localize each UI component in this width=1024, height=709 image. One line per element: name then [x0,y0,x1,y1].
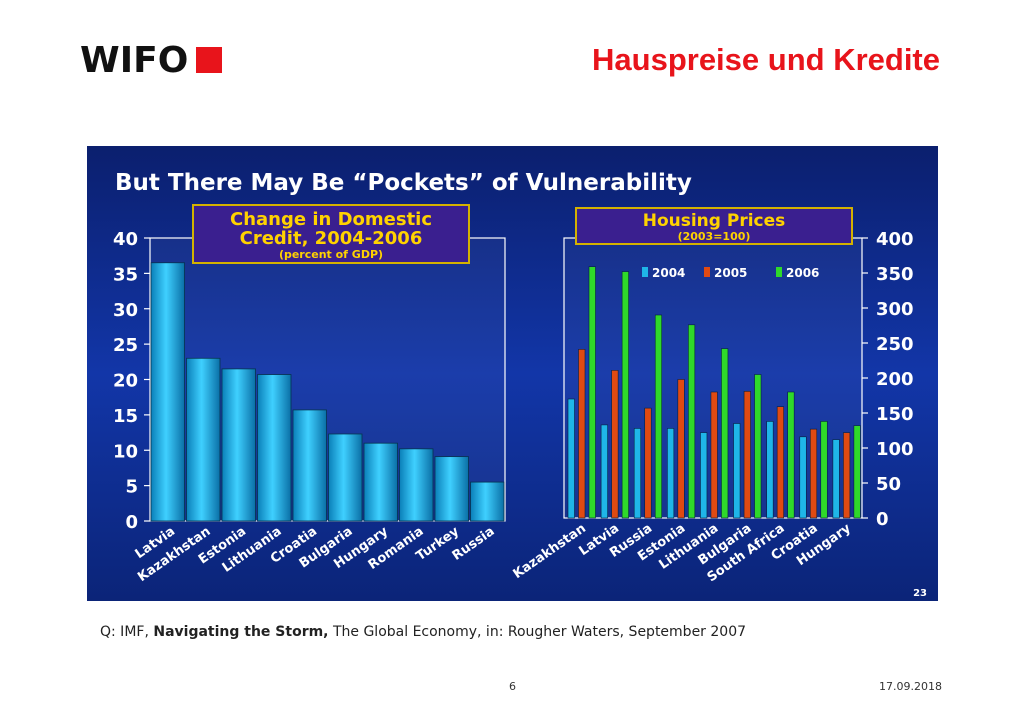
logo-text: WIFO [80,39,189,81]
credit-ytick-label: 0 [125,512,138,533]
housing-bar-2005 [710,391,718,519]
housing-bar-2004 [667,428,675,519]
housing-bar-2005 [809,428,818,519]
source-rest: The Global Economy, in: Rougher Waters, … [328,624,747,640]
credit-ytick-label: 25 [113,335,138,356]
housing-bar-2005 [578,349,586,519]
page-number: 6 [509,680,516,693]
credit-ytick-label: 15 [113,406,138,427]
credit-bar [292,409,327,522]
housing-bar-2004 [832,439,840,519]
housing-ytick-label: 200 [876,369,914,390]
housing-bar-2004 [600,424,608,519]
credit-title-line2: Credit, 2004-2006 [240,228,423,249]
housing-ytick-label: 300 [876,299,914,320]
housing-bar-2006 [853,425,861,519]
footer-date: 17.09.2018 [879,680,942,693]
credit-title-line1: Change in Domestic [230,209,432,230]
housing-bar-2005 [677,379,685,519]
housing-bar-2006 [688,324,696,519]
credit-bar [434,456,469,522]
legend-label-2004: 2004 [652,266,685,280]
credit-ytick-label: 40 [113,229,138,250]
housing-bar-2006 [621,271,629,519]
housing-bar-2004 [733,423,741,519]
housing-bar-2005 [843,432,851,519]
housing-bar-2004 [700,432,708,519]
page-title: Hauspreise und Kredite [592,42,940,77]
housing-bar-2006 [820,421,828,519]
housing-bar-2005 [776,406,784,519]
logo-square-icon [196,47,223,73]
housing-ytick-label: 150 [876,404,914,425]
housing-chart: 050100150200250300350400KazakhstanLatvia… [511,207,914,585]
credit-ytick-label: 20 [113,371,138,392]
source-bold: Navigating the Storm, [153,624,329,640]
legend-swatch-2005 [704,267,710,277]
housing-ytick-label: 0 [876,509,889,530]
slide-image: But There May Be “Pockets” of Vulnerabil… [87,146,938,601]
credit-ytick-label: 10 [113,441,138,462]
housing-ytick-label: 100 [876,439,914,460]
legend-label-2005: 2005 [714,266,747,280]
housing-bar-2004 [766,421,774,519]
credit-bar [470,481,505,522]
legend-label-2006: 2006 [786,266,819,280]
source-citation: Q: IMF, Navigating the Storm, The Global… [100,624,746,640]
credit-chart: 0510152025303540LatviaKazakhstanEstoniaL… [113,204,506,585]
credit-bar [150,262,185,522]
credit-ytick-label: 30 [113,300,138,321]
housing-ytick-label: 250 [876,334,914,355]
housing-bar-2006 [654,314,663,519]
wifo-logo: WIFO [80,39,223,81]
credit-bar [399,448,434,522]
housing-title: Housing Prices [643,211,786,231]
housing-bar-2005 [743,391,751,519]
housing-bar-2005 [644,407,652,519]
source-prefix: Q: IMF, [100,624,154,640]
credit-bar [363,442,398,522]
housing-bar-2005 [611,370,619,519]
legend-swatch-2006 [776,267,782,277]
credit-bar [221,368,256,522]
credit-bar [186,357,221,522]
housing-title-box [575,207,853,245]
housing-bar-2006 [787,391,795,519]
housing-bar-2006 [754,374,762,519]
credit-bar [257,374,292,522]
housing-bar-2004 [567,398,575,519]
housing-bar-2004 [633,428,642,519]
slide-title: But There May Be “Pockets” of Vulnerabil… [115,170,692,196]
housing-ytick-label: 50 [876,474,901,495]
legend-swatch-2004 [642,267,648,277]
housing-bar-2006 [721,348,729,519]
credit-title-box [192,204,470,264]
credit-ytick-label: 5 [125,477,138,498]
housing-ytick-label: 400 [876,229,914,250]
housing-bar-2006 [588,266,596,519]
credit-subtitle: (percent of GDP) [279,248,383,261]
credit-ytick-label: 35 [113,264,138,285]
credit-bar [328,433,363,522]
housing-ytick-label: 350 [876,264,914,285]
slide-number: 23 [913,588,927,599]
housing-bar-2004 [799,436,807,519]
housing-subtitle: (2003=100) [678,230,751,243]
